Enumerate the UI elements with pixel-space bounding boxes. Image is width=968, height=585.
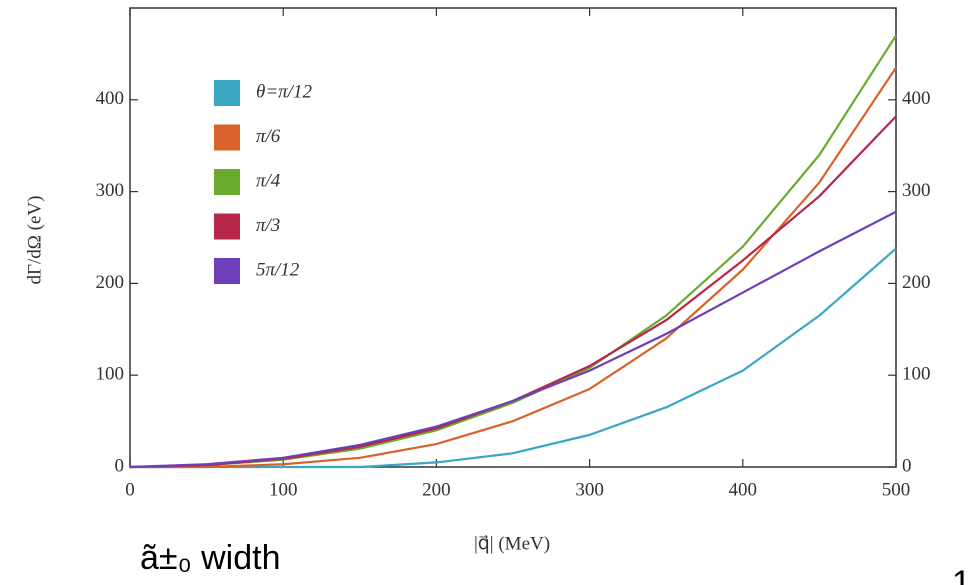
legend-label: π/4 [256,170,281,191]
x-tick-label: 0 [125,479,135,500]
x-axis-label: |q⃗| (MeV) [474,533,550,554]
series-line [129,210,897,469]
y2-tick-label: 300 [902,180,931,201]
y2-tick-label: 200 [902,272,931,293]
y-axis-label: dΓ/dΩ (eV) [24,196,45,285]
y2-tick-label: 400 [902,88,931,109]
legend-label: π/3 [256,215,280,236]
x-tick-label: 100 [269,479,298,500]
series-line [130,247,897,469]
legend-label: 5π/12 [256,259,300,280]
footer-text: ã±₀ width [140,539,281,577]
legend-label: π/6 [256,126,281,147]
y-tick-label: 200 [96,272,125,293]
x-tick-label: 300 [575,479,604,500]
x-tick-label: 400 [729,479,758,500]
y-tick-label: 0 [115,455,125,476]
legend-swatch [214,124,240,151]
y-tick-label: 400 [96,88,125,109]
legend-swatch [214,169,240,195]
x-tick-label: 500 [882,479,911,500]
y-tick-label: 300 [96,180,125,201]
legend-swatch [214,80,240,106]
series-line [129,115,897,469]
legend-swatch [214,258,240,284]
series-line [129,34,897,469]
legend-swatch [214,213,240,240]
legend-label: θ=π/12 [256,81,312,102]
page-number: 1 [952,564,968,585]
x-tick-label: 200 [422,479,451,500]
plot-frame [129,7,897,468]
series-line [130,67,897,469]
y2-tick-label: 0 [902,455,912,476]
y2-tick-label: 100 [902,364,931,385]
y-tick-label: 100 [96,364,125,385]
